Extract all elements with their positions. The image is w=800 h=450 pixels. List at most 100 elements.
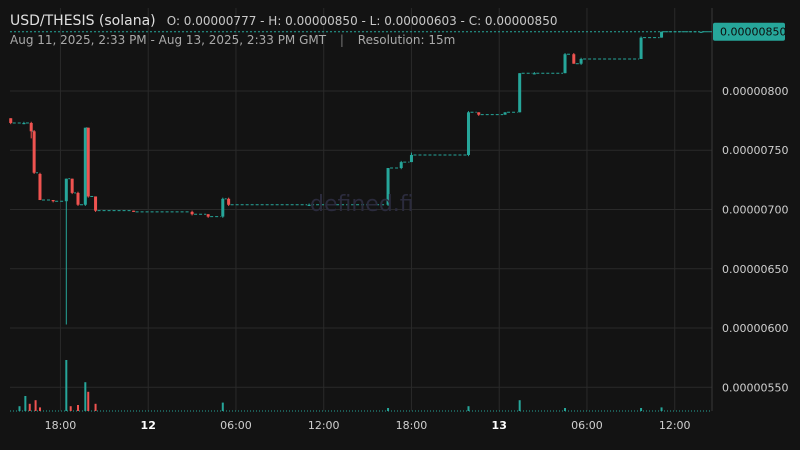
volume-bar (387, 408, 390, 411)
candle-body (132, 210, 136, 212)
candle (477, 112, 504, 116)
candle (38, 172, 52, 201)
candle-body (639, 37, 643, 59)
candle (190, 210, 207, 216)
candle-body (518, 73, 522, 113)
watermark: defined.fi (310, 192, 414, 217)
candle-body (22, 122, 26, 125)
candle-body (660, 31, 664, 38)
volume-bar (38, 407, 41, 411)
y-tick-label: 0.00000800 (722, 85, 788, 98)
candle-body (563, 54, 567, 74)
separator: | (339, 33, 344, 47)
candle-body (190, 211, 194, 215)
candle (51, 200, 65, 203)
candle (699, 31, 710, 33)
volume-bar (640, 408, 643, 411)
ohlc-values: O: 0.00000777 - H: 0.00000850 - L: 0.000… (166, 14, 558, 28)
x-tick-label: 12:00 (659, 419, 691, 432)
candle (70, 178, 77, 195)
volume-bar (34, 400, 37, 411)
candle-body (572, 54, 576, 64)
candle-body (227, 198, 231, 205)
candle (32, 130, 38, 174)
y-tick-label: 0.00000550 (722, 381, 788, 394)
candle (64, 178, 71, 325)
pair-title: USD/THESIS (solana) (10, 13, 156, 29)
candle (639, 36, 660, 59)
candle (409, 152, 467, 163)
candle (579, 57, 640, 65)
candle (518, 72, 533, 113)
candle-body (206, 214, 210, 217)
volume-bars (18, 360, 663, 411)
candle (386, 167, 400, 206)
volume-bar (24, 396, 27, 411)
candle-body (409, 154, 413, 163)
volume-bar (660, 407, 663, 411)
candle-body (503, 112, 507, 115)
volume-bar (65, 360, 68, 411)
candle (572, 53, 580, 65)
candle (206, 214, 221, 218)
candle-body (579, 58, 583, 64)
candle (132, 210, 191, 213)
candle (76, 191, 84, 206)
volume-bar (221, 402, 224, 411)
candle-body (466, 112, 470, 155)
candle-body (386, 168, 390, 205)
volume-bar (467, 406, 470, 411)
x-tick-label: 12 (141, 419, 156, 432)
candle-body (83, 127, 87, 205)
resolution-label: Resolution: 15m (357, 33, 456, 47)
candle-body (699, 31, 703, 33)
candle (466, 111, 477, 157)
candle (563, 53, 572, 74)
candle-body (399, 162, 403, 169)
volume-bar (518, 400, 521, 411)
candle (9, 118, 22, 125)
candle-body (70, 178, 74, 193)
x-tick-label: 18:00 (396, 419, 428, 432)
candle (532, 72, 564, 75)
last-price-label: 0.00000850 (720, 26, 786, 39)
candlesticks (9, 31, 710, 325)
candle-body (9, 118, 13, 123)
last-price-marker: 0.00000850 (713, 22, 786, 41)
candle-body (29, 122, 33, 132)
x-tick-label: 13 (492, 419, 507, 432)
x-tick-label: 18:00 (45, 419, 77, 432)
volume-bar (87, 391, 90, 411)
volume-bar (564, 408, 567, 411)
y-tick-label: 0.00000650 (722, 263, 788, 276)
candle (503, 111, 518, 115)
x-axis: 18:00 12 06:00 12:00 18:00 13 06:00 12:00 (45, 419, 691, 432)
candle (221, 197, 227, 218)
candle (307, 203, 387, 206)
candle (86, 127, 94, 198)
y-tick-label: 0.00000700 (722, 204, 788, 217)
y-axis: 0.00000800 0.00000750 0.00000700 0.00000650… (722, 85, 788, 394)
candle (660, 31, 700, 38)
candle-body (94, 196, 98, 211)
candle-body (38, 173, 42, 201)
y-tick-label: 0.00000600 (722, 322, 788, 335)
x-tick-label: 06:00 (220, 419, 252, 432)
candle-body (532, 73, 536, 75)
candle-body (307, 204, 311, 206)
volume-bar (18, 406, 21, 411)
volume-bar (69, 406, 72, 411)
candle-body (221, 198, 225, 217)
x-tick-label: 12:00 (308, 419, 340, 432)
chart-subheader: Aug 11, 2025, 2:33 PM - Aug 13, 2025, 2:… (10, 33, 455, 47)
x-tick-label: 06:00 (571, 419, 603, 432)
volume-bar (28, 403, 31, 411)
volume-bar (94, 403, 97, 411)
candle-body (86, 127, 90, 197)
candle (22, 121, 30, 125)
chart-header: USD/THESIS (solana) O: 0.00000777 - H: 0… (10, 10, 557, 29)
candle (94, 196, 132, 212)
date-range: Aug 11, 2025, 2:33 PM - Aug 13, 2025, 2:… (10, 33, 327, 47)
candle (399, 160, 410, 170)
